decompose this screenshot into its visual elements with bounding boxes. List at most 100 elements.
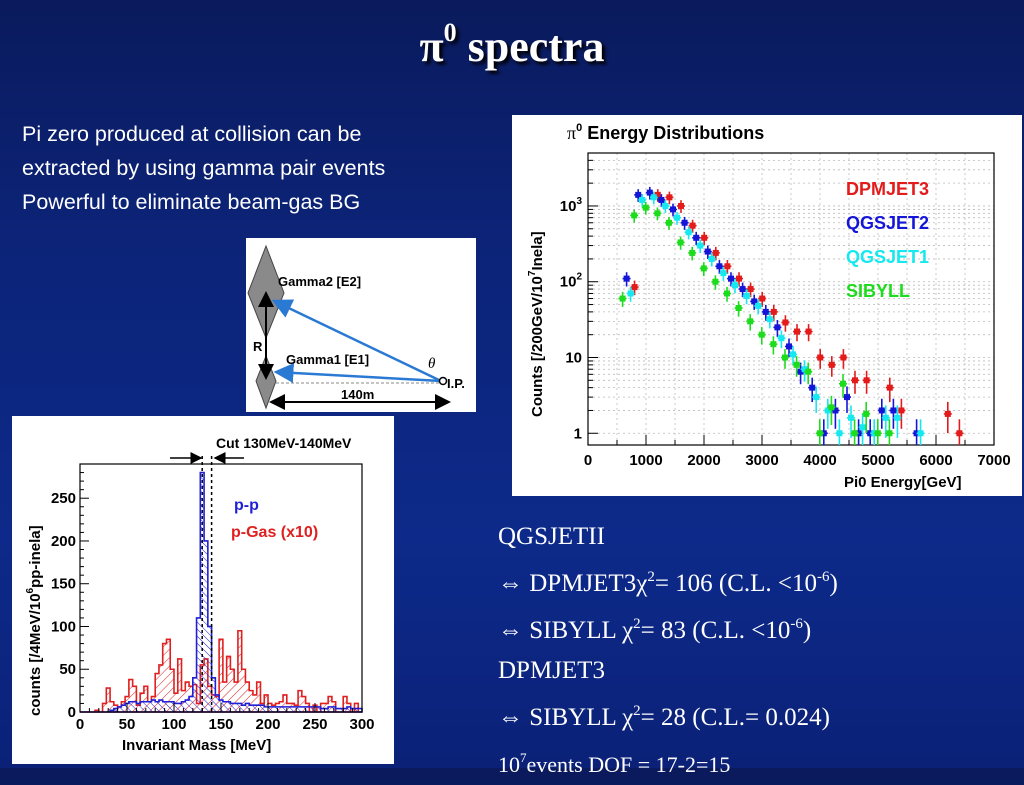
energy-point: [801, 366, 808, 373]
energy-point: [678, 202, 684, 209]
energy-point: [859, 424, 866, 431]
energy-y-tick-label: 102: [560, 272, 583, 291]
energy-y-axis-label: Counts [/200GeV/107Inela]: [527, 231, 546, 417]
energy-point: [805, 328, 812, 335]
energy-point: [797, 368, 804, 375]
energy-series-sibyll: [618, 201, 894, 445]
energy-point: [708, 255, 715, 262]
energy-point: [658, 196, 665, 203]
energy-point: [874, 430, 881, 437]
energy-point: [712, 278, 719, 285]
energy-x-tick-label: 3000: [745, 452, 778, 469]
energy-point: [840, 354, 847, 361]
energy-point: [670, 206, 676, 213]
mass-y-tick-label: 50: [59, 661, 76, 678]
energy-point: [844, 394, 850, 401]
energy-point: [882, 414, 889, 421]
energy-point: [654, 210, 661, 217]
energy-series-dpmjet3: [630, 189, 964, 445]
result-line-5: ⇔ SIBYLL χ2= 28 (C.L.= 0.024): [498, 703, 830, 731]
energy-point: [886, 384, 893, 391]
geometry-svg: Gamma2 [E2] Gamma1 [E1] R θ I.P. 140m: [247, 244, 465, 410]
energy-point: [913, 430, 920, 437]
invariant-mass-panel: Cut 130MeV-140MeV 0 50 100 150 200 250 300 0 50 1…: [12, 416, 394, 764]
energy-point: [852, 377, 858, 384]
energy-legend-item: QGSJET1: [846, 247, 929, 267]
cut-label: Cut 130MeV-140MeV: [216, 435, 352, 451]
energy-legend-item: SIBYLL: [846, 281, 910, 301]
energy-point: [782, 319, 789, 326]
energy-point: [755, 302, 762, 309]
chi2-results: QGSJETII ⇔ DPMJET3χ2= 106 (C.L. <10-6) ⇔…: [498, 517, 838, 785]
energy-point: [736, 275, 742, 282]
energy-point: [646, 189, 653, 196]
energy-x-tick-label: 6000: [919, 452, 952, 469]
energy-point: [728, 275, 734, 282]
energy-x-tick-label: 5000: [861, 452, 894, 469]
energy-point: [817, 354, 824, 361]
mass-x-tick-label: 0: [76, 716, 84, 733]
energy-point: [685, 229, 692, 236]
mass-y-tick-label: 150: [51, 576, 76, 593]
energy-point: [631, 212, 638, 219]
energy-point: [666, 194, 673, 201]
energy-point: [724, 290, 730, 297]
energy-point: [697, 242, 704, 249]
energy-point: [666, 219, 672, 226]
mass-y-tick-label: 0: [68, 704, 76, 721]
energy-x-tick-label: 1000: [629, 452, 662, 469]
energy-point: [739, 286, 746, 293]
energy-legend-item: QGSJET2: [846, 213, 929, 233]
intro-line-2: extracted by using gamma pair events: [22, 156, 386, 180]
legend-pp: p-p: [234, 497, 259, 514]
energy-point: [774, 324, 781, 331]
mass-x-tick-label: 250: [302, 716, 327, 733]
energy-distribution-chart: π0 Energy Distributions 0 1000 2000 3000 400…: [527, 122, 1011, 491]
intro-line-1: Pi zero produced at collision can be: [22, 122, 362, 146]
energy-point: [716, 263, 723, 270]
energy-point: [824, 407, 831, 414]
energy-point: [681, 219, 688, 226]
result-line-4: DPMJET3: [498, 657, 605, 684]
energy-point: [662, 202, 669, 209]
energy-point: [631, 284, 638, 291]
intro-text: Pi zero produced at collision can be ext…: [22, 117, 385, 219]
energy-point: [735, 305, 742, 312]
energy-point: [758, 331, 765, 338]
energy-point: [747, 318, 754, 325]
energy-point: [743, 292, 750, 299]
energy-point: [894, 414, 901, 421]
energy-point: [832, 407, 839, 414]
energy-point: [654, 191, 661, 198]
intro-line-3: Powerful to eliminate beam-gas BG: [22, 190, 361, 214]
gamma2-ray: [271, 299, 442, 383]
energy-series-qgsjet2: [622, 186, 921, 445]
energy-point: [770, 341, 777, 348]
energy-y-tick-label: 10: [565, 349, 582, 366]
energy-legend-item: DPMJET3: [846, 179, 929, 199]
energy-point: [786, 343, 792, 350]
energy-point: [766, 316, 773, 323]
energy-point: [813, 394, 820, 401]
energy-point: [704, 248, 711, 255]
energy-point: [863, 410, 870, 417]
ip-label: I.P.: [447, 376, 465, 391]
energy-x-axis-label: Pi0 Energy[GeV]: [844, 474, 962, 491]
energy-point: [886, 430, 893, 437]
energy-point: [848, 414, 854, 421]
energy-point: [782, 354, 788, 361]
result-line-3: ⇔ SIBYLL χ2= 83 (C.L. <10-6): [498, 616, 812, 644]
energy-point: [863, 377, 870, 384]
energy-point: [701, 234, 708, 241]
mass-y-tick-label: 250: [51, 490, 76, 507]
energy-point: [693, 234, 700, 241]
energy-point: [762, 308, 769, 315]
energy-point: [794, 328, 800, 335]
mass-x-tick-label: 100: [161, 716, 186, 733]
energy-distribution-panel: π0 Energy Distributions 0 1000 2000 3000 400…: [512, 115, 1022, 496]
energy-point: [747, 286, 754, 293]
detector-geometry-diagram: Gamma2 [E2] Gamma1 [E1] R θ I.P. 140m: [246, 238, 476, 412]
ip-point: [438, 376, 448, 386]
legend-pgas: p-Gas (x10): [231, 524, 318, 541]
result-line-6: 107events DOF = 17-2=15: [498, 750, 731, 777]
